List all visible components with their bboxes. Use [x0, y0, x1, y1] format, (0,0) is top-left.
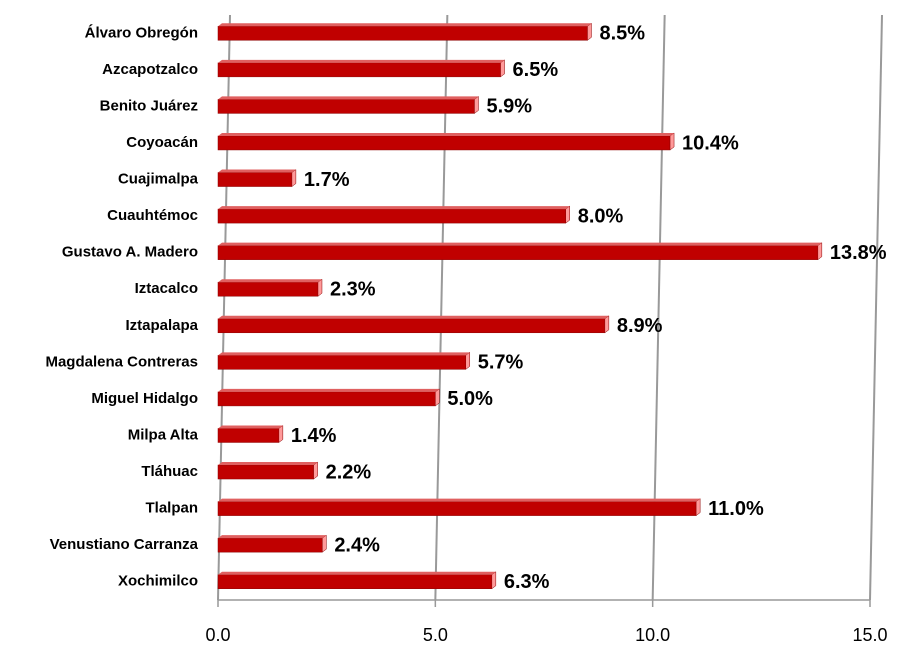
value-label: 11.0%: [708, 498, 764, 520]
bar-top: [218, 279, 322, 283]
bar: [217, 464, 314, 480]
category-label: Tláhuac: [141, 463, 198, 480]
category-label: Milpa Alta: [128, 426, 199, 443]
value-label: 5.0%: [447, 388, 493, 410]
bar: [217, 428, 280, 443]
bar-cap: [604, 315, 610, 334]
category-label: Cuajimalpa: [118, 171, 199, 188]
bar-cap: [669, 132, 675, 151]
category-label: Álvaro Obregón: [85, 24, 198, 41]
bar-top: [218, 315, 609, 319]
bar-top: [218, 571, 496, 575]
category-label: Tlalpan: [145, 500, 198, 517]
value-label: 10.4%: [682, 132, 739, 154]
bar-top: [218, 96, 479, 100]
category-label: Azcapotzalco: [102, 61, 198, 78]
category-label: Xochimilco: [118, 573, 198, 590]
category-label: Cuauhtémoc: [107, 207, 198, 224]
bar-top: [218, 535, 327, 539]
grid-line: [869, 14, 883, 601]
bar-cap: [817, 242, 823, 261]
value-label: 8.0%: [578, 205, 624, 227]
bar-top: [218, 462, 318, 466]
value-label: 2.4%: [334, 534, 380, 556]
bar: [217, 501, 697, 516]
value-label: 6.3%: [504, 571, 550, 593]
x-tick-label: 10.0: [635, 625, 670, 645]
category-label: Iztacalco: [135, 280, 198, 297]
bar: [217, 62, 501, 78]
category-label: Coyoacán: [126, 134, 198, 151]
category-label: Gustavo A. Madero: [62, 244, 198, 261]
bar-top: [218, 498, 701, 502]
bar-top: [218, 206, 570, 210]
category-label: Miguel Hidalgo: [91, 390, 198, 407]
bar: [217, 355, 467, 370]
bar: [217, 135, 671, 151]
bar-top: [218, 132, 675, 136]
value-label: 8.9%: [617, 315, 663, 337]
value-label: 1.7%: [304, 169, 350, 191]
value-label: 1.4%: [291, 425, 337, 447]
bar: [217, 574, 493, 589]
bar: [217, 281, 319, 297]
x-tick-label: 0.0: [205, 625, 230, 645]
bar-cap: [500, 59, 505, 78]
bar: [217, 245, 819, 260]
bar-cap: [695, 498, 701, 517]
category-label: Magdalena Contreras: [45, 353, 198, 370]
bar-top: [218, 169, 296, 173]
bar: [217, 537, 323, 553]
x-tick-label: 5.0: [423, 625, 448, 645]
bar-cap: [587, 22, 592, 41]
bar-top: [218, 352, 470, 356]
value-label: 2.3%: [330, 279, 376, 301]
bar-top: [218, 425, 283, 429]
bar-cap: [291, 169, 297, 188]
value-label: 13.8%: [830, 242, 887, 264]
category-label: Iztapalapa: [125, 317, 198, 334]
x-tick-label: 15.0: [852, 625, 887, 645]
bar: [217, 208, 566, 224]
bar: [217, 99, 475, 114]
value-label: 2.2%: [326, 461, 372, 483]
value-label: 5.7%: [478, 352, 524, 374]
category-label: Venustiano Carranza: [50, 536, 199, 553]
bar-top: [218, 242, 822, 246]
value-label: 8.5%: [599, 23, 645, 45]
bar: [217, 318, 606, 334]
bar-top: [218, 23, 592, 27]
bar: [217, 172, 293, 187]
bar-top: [218, 388, 440, 392]
bar-cap: [474, 95, 479, 114]
bar: [217, 26, 588, 41]
bar-cap: [565, 205, 570, 224]
value-label: 5.9%: [486, 96, 532, 118]
value-label: 6.5%: [513, 59, 559, 81]
bar-top: [218, 59, 505, 63]
category-label: Benito Juárez: [100, 97, 198, 114]
bar: [217, 391, 436, 407]
